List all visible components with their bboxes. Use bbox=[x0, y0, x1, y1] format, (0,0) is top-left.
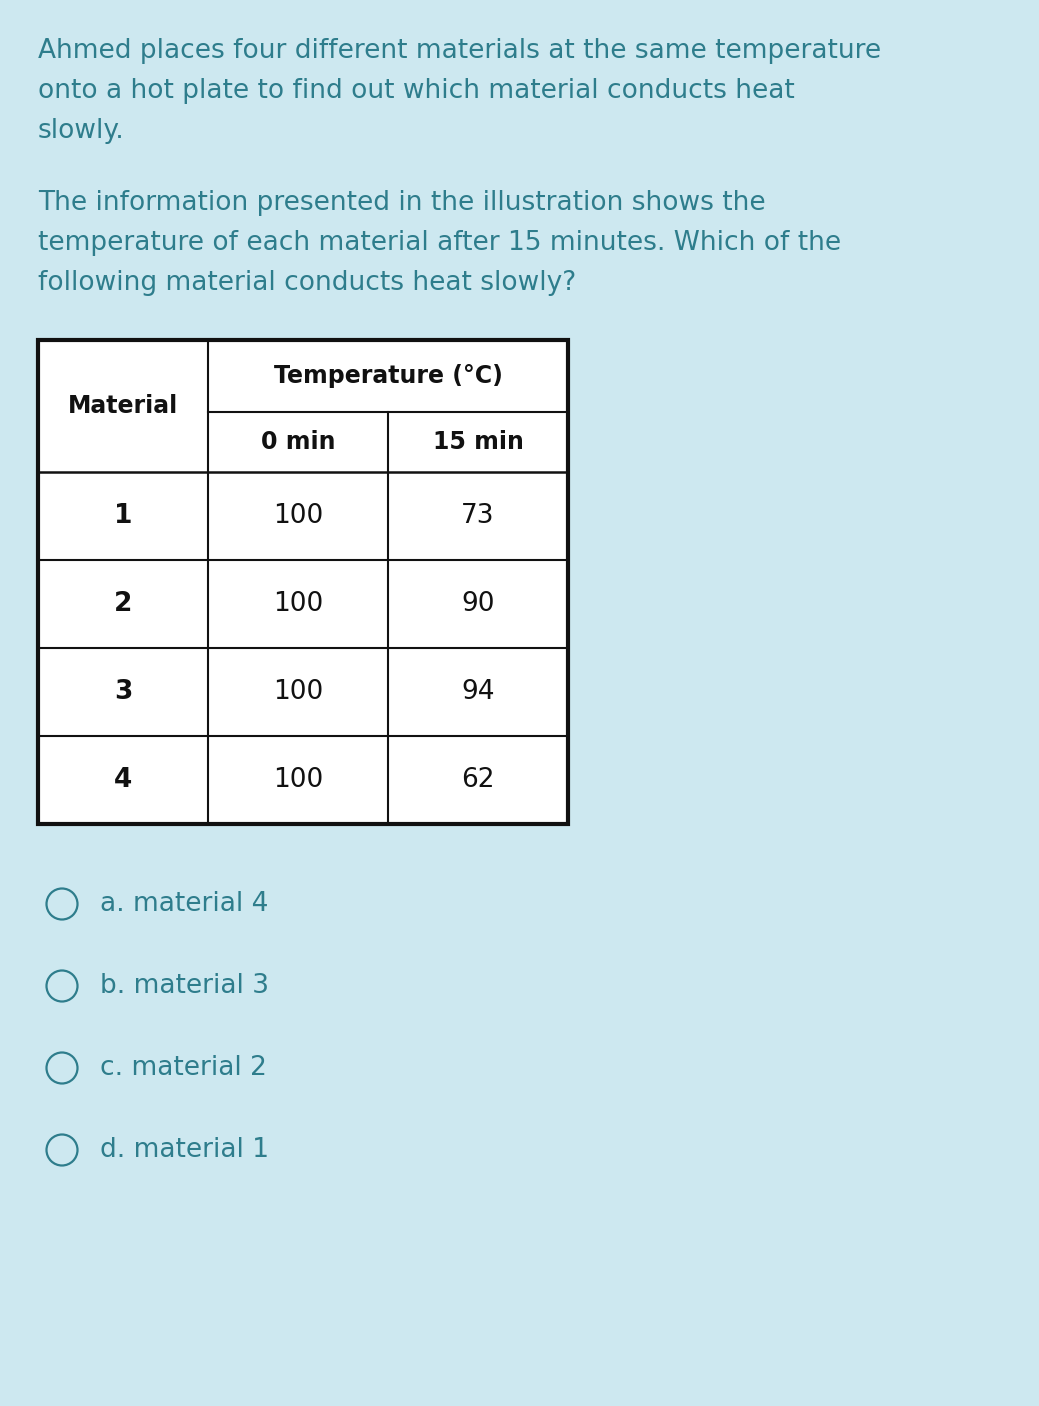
Text: 4: 4 bbox=[114, 768, 132, 793]
Text: 94: 94 bbox=[461, 679, 495, 704]
Text: 100: 100 bbox=[273, 503, 323, 529]
Text: 73: 73 bbox=[461, 503, 495, 529]
Text: temperature of each material after 15 minutes. Which of the: temperature of each material after 15 mi… bbox=[38, 231, 842, 256]
Text: following material conducts heat slowly?: following material conducts heat slowly? bbox=[38, 270, 577, 297]
Text: The information presented in the illustration shows the: The information presented in the illustr… bbox=[38, 190, 766, 217]
Text: 90: 90 bbox=[461, 591, 495, 617]
Text: onto a hot plate to find out which material conducts heat: onto a hot plate to find out which mater… bbox=[38, 77, 795, 104]
Text: Ahmed places four different materials at the same temperature: Ahmed places four different materials at… bbox=[38, 38, 881, 65]
Text: c. material 2: c. material 2 bbox=[100, 1054, 267, 1081]
Text: 0 min: 0 min bbox=[261, 430, 336, 454]
Text: slowly.: slowly. bbox=[38, 118, 125, 143]
Text: b. material 3: b. material 3 bbox=[100, 973, 269, 1000]
Text: 100: 100 bbox=[273, 768, 323, 793]
Text: 3: 3 bbox=[114, 679, 132, 704]
Text: Temperature (°C): Temperature (°C) bbox=[273, 364, 503, 388]
Text: 1: 1 bbox=[113, 503, 132, 529]
Text: 100: 100 bbox=[273, 679, 323, 704]
Text: d. material 1: d. material 1 bbox=[100, 1137, 269, 1163]
FancyBboxPatch shape bbox=[38, 340, 568, 824]
Text: 15 min: 15 min bbox=[432, 430, 524, 454]
Text: 62: 62 bbox=[461, 768, 495, 793]
Text: 2: 2 bbox=[114, 591, 132, 617]
Text: Material: Material bbox=[68, 394, 178, 418]
Text: 100: 100 bbox=[273, 591, 323, 617]
Text: a. material 4: a. material 4 bbox=[100, 891, 268, 917]
